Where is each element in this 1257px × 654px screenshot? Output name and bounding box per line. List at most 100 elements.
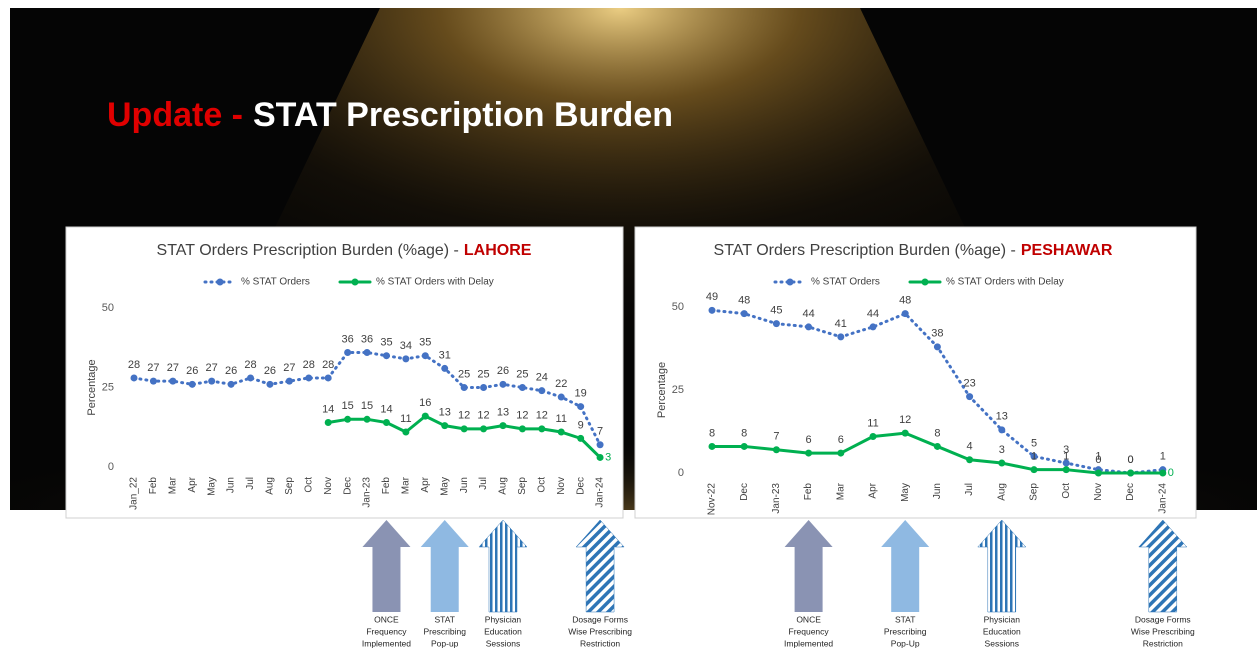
x-tick-label: Aug <box>265 477 276 495</box>
data-point <box>1030 452 1038 460</box>
x-tick-label: Mar <box>835 482 846 500</box>
x-tick-label: Dec <box>342 477 353 495</box>
annotation-label: Frequency <box>366 626 407 636</box>
data-label: 26 <box>225 365 237 377</box>
x-tick-label: Mar <box>167 476 178 494</box>
annotation-label: STAT <box>895 614 915 624</box>
data-point <box>557 428 565 436</box>
data-point <box>480 425 488 433</box>
data-point <box>305 374 313 382</box>
data-point <box>441 364 449 372</box>
data-point <box>933 442 941 450</box>
annotation-label: Frequency <box>789 626 830 636</box>
x-tick-label: Oct <box>536 477 547 493</box>
legend-marker <box>351 278 359 286</box>
data-point <box>577 434 585 442</box>
data-point <box>460 384 468 391</box>
data-label: 49 <box>706 291 718 303</box>
data-label: 23 <box>963 378 975 390</box>
data-point <box>402 428 410 436</box>
data-label: 12 <box>458 410 470 422</box>
data-point <box>363 415 371 423</box>
data-label: 13 <box>439 407 451 419</box>
data-label: 3 <box>1063 444 1069 456</box>
data-point <box>344 349 352 357</box>
data-point <box>998 459 1006 467</box>
intervention-arrow <box>784 520 833 612</box>
data-point <box>402 355 410 363</box>
data-label: 7 <box>773 431 779 443</box>
data-point <box>772 320 780 328</box>
data-label: 28 <box>322 359 334 371</box>
y-tick-label: 25 <box>672 384 684 396</box>
x-tick-label: Jan-24 <box>595 477 606 508</box>
x-tick-label: Sep <box>1029 483 1040 501</box>
x-tick-label: Mar <box>401 476 412 494</box>
data-point <box>901 310 909 318</box>
data-label: 15 <box>361 400 373 412</box>
x-tick-label: Apr <box>187 476 198 492</box>
x-tick-label: Jun <box>932 483 943 499</box>
data-point <box>382 418 390 426</box>
y-tick-label: 50 <box>672 301 684 313</box>
x-tick-label: Feb <box>803 483 814 501</box>
annotation-label: ONCE <box>374 614 399 624</box>
chart-title-location: PESHAWAR <box>1021 242 1113 259</box>
data-label: 6 <box>806 434 812 446</box>
annotation-label: Sessions <box>486 638 521 648</box>
data-label: 11 <box>400 413 411 425</box>
x-tick-label: Nov <box>556 477 567 495</box>
data-point <box>344 415 352 423</box>
title-main: STAT Prescription Burden <box>253 96 673 134</box>
data-label: 1 <box>1063 451 1069 463</box>
data-label: 8 <box>934 427 940 439</box>
data-label: 15 <box>341 400 353 412</box>
intervention-arrow <box>977 519 1027 613</box>
data-point <box>998 426 1006 434</box>
x-tick-label: Apr <box>420 476 431 492</box>
data-point <box>285 377 293 385</box>
data-point <box>772 446 780 454</box>
annotation-label: Wise Prescribing <box>568 626 632 636</box>
x-tick-label: Jul <box>964 483 975 496</box>
x-tick-label: Nov-22 <box>707 483 718 516</box>
y-axis-title: Percentage <box>86 359 98 415</box>
data-label: 7 <box>597 426 603 438</box>
annotation-label: Education <box>983 626 1021 636</box>
y-axis-title: Percentage <box>656 362 668 418</box>
data-point <box>208 377 216 385</box>
data-point <box>933 343 941 351</box>
data-point <box>227 380 235 388</box>
intervention-arrow <box>478 519 528 613</box>
y-tick-label: 50 <box>102 302 114 314</box>
data-label: 16 <box>419 397 431 409</box>
x-tick-label: Oct <box>1061 483 1072 499</box>
annotation-label: Dosage Forms <box>1135 614 1191 624</box>
data-label: 45 <box>770 305 782 317</box>
data-label: 1 <box>1160 451 1166 463</box>
chart-title: STAT Orders Prescription Burden (%age) -… <box>714 242 1113 259</box>
data-point <box>324 418 332 426</box>
data-label: 1 <box>1095 451 1101 463</box>
annotation-label: Restriction <box>1143 638 1183 648</box>
x-tick-label: Nov <box>323 477 334 495</box>
data-point <box>1127 469 1135 477</box>
data-label: 25 <box>516 368 528 380</box>
data-point <box>480 384 488 391</box>
x-tick-label: Jul <box>245 477 256 490</box>
data-label: 36 <box>361 333 373 345</box>
intervention-arrow <box>575 519 625 613</box>
data-point <box>421 412 429 420</box>
data-point <box>1094 469 1102 477</box>
x-tick-label: Jan-23 <box>771 483 782 514</box>
legend-label: % STAT Orders with Delay <box>946 277 1064 288</box>
x-tick-label: Jan-23 <box>362 477 373 508</box>
data-point <box>1159 469 1167 477</box>
data-label: 0 <box>1095 454 1101 466</box>
data-label: 3 <box>999 444 1005 456</box>
data-point <box>577 403 585 411</box>
data-label: 34 <box>400 340 412 352</box>
data-point <box>324 374 332 382</box>
x-tick-label: Jul <box>478 477 489 490</box>
